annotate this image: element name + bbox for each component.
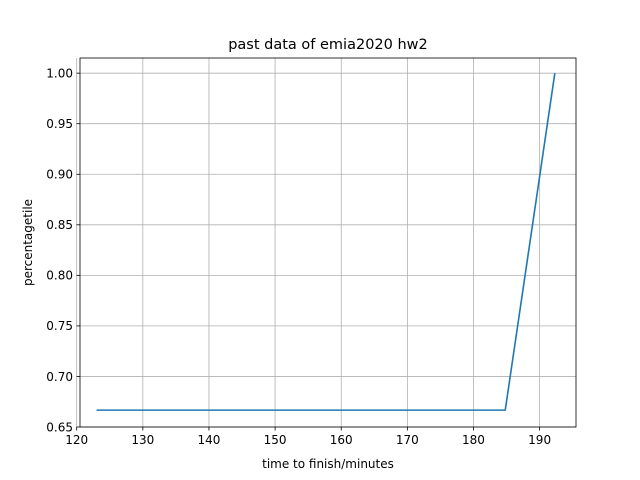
y-tick-label: 0.85	[46, 218, 73, 232]
x-tick-label: 130	[131, 433, 154, 447]
plot-frame	[79, 57, 577, 428]
y-tick-label: 0.70	[46, 370, 73, 384]
y-axis-label: percentagetile	[21, 199, 35, 286]
chart-title: past data of emia2020 hw2	[228, 37, 428, 53]
series-line	[96, 73, 556, 411]
y-tick-label: 0.65	[46, 420, 73, 434]
y-tick-label: 0.80	[46, 269, 73, 283]
y-tick-label: 1.00	[46, 66, 73, 80]
x-tick-label: 150	[264, 433, 287, 447]
x-tick-label: 180	[462, 433, 485, 447]
x-axis-label: time to finish/minutes	[262, 457, 394, 471]
y-tick-label: 0.90	[46, 168, 73, 182]
x-tick-label: 120	[65, 433, 88, 447]
x-tick-label: 170	[396, 433, 419, 447]
x-tick-label: 190	[528, 433, 551, 447]
y-tick-label: 0.75	[46, 319, 73, 333]
y-tick-label: 0.95	[46, 117, 73, 131]
x-tick-label: 160	[330, 433, 353, 447]
x-tick-label: 140	[198, 433, 221, 447]
grid	[76, 58, 576, 428]
ticks: 120 130 140 150 160 170 180 190 0.65 0.70 0.75 0.80…	[46, 66, 551, 447]
series-layer	[96, 73, 556, 411]
